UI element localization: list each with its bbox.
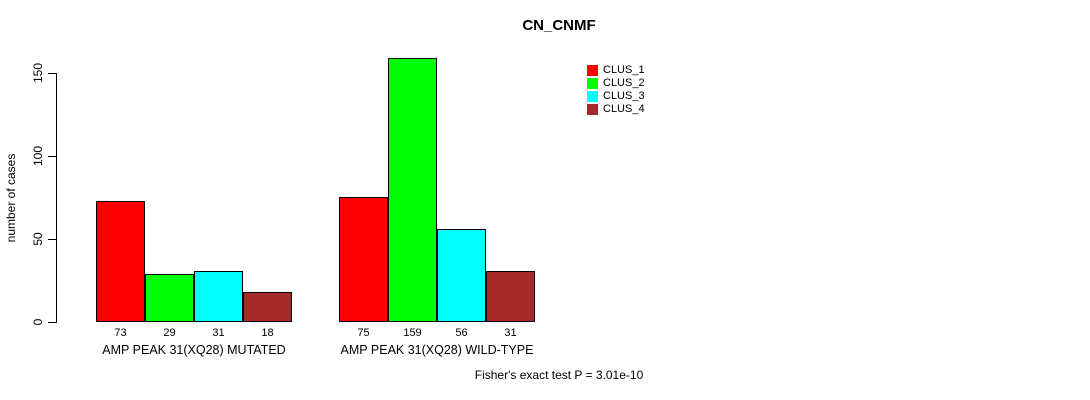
legend-item: CLUS_2 [587,77,645,90]
bar-value-label: 159 [403,327,422,339]
stat-annotation: Fisher's exact test P = 3.01e-10 [474,368,644,382]
y-tick [48,322,56,323]
y-axis-line [56,73,57,323]
bar-value-label: 31 [504,327,517,339]
bar-clus_4-group2 [486,271,535,322]
bar-clus_1-group2 [339,197,388,322]
legend-item: CLUS_4 [587,103,645,116]
legend-swatch-clus_3 [587,91,598,102]
bar-clus_2-group1 [145,274,194,322]
chart-title: CN_CNMF [522,17,596,34]
x-category-label: AMP PEAK 31(XQ28) WILD-TYPE [340,343,534,357]
legend-swatch-clus_4 [587,104,598,115]
bar-value-label: 56 [455,327,468,339]
y-tick-label: 100 [31,145,45,167]
bar-value-label: 29 [163,327,176,339]
bar-value-label: 31 [212,327,225,339]
legend-item: CLUS_3 [587,90,645,103]
legend-label: CLUS_4 [603,103,645,115]
bar-value-label: 73 [114,327,127,339]
legend-label: CLUS_3 [603,90,645,102]
legend-swatch-clus_1 [587,65,598,76]
bar-value-label: 75 [357,327,370,339]
y-tick-label: 150 [31,62,45,84]
y-tick-label: 0 [31,318,45,326]
bar-clus_2-group2 [388,58,437,322]
bar-clus_1-group1 [96,201,145,322]
bar-value-label: 18 [261,327,274,339]
legend-label: CLUS_2 [603,77,645,89]
bar-clus_3-group1 [194,271,243,322]
legend-swatch-clus_2 [587,78,598,89]
bar-clus_4-group1 [243,292,292,322]
bar-clus_3-group2 [437,229,486,322]
legend-label: CLUS_1 [603,64,645,76]
y-tick [48,156,56,157]
y-axis-label: number of cases [4,153,18,243]
y-tick [48,73,56,74]
legend-item: CLUS_1 [587,64,645,77]
legend: CLUS_1 CLUS_2 CLUS_3 CLUS_4 [587,64,645,116]
x-category-label: AMP PEAK 31(XQ28) MUTATED [102,343,286,357]
y-tick-label: 50 [31,232,45,246]
y-tick [48,239,56,240]
